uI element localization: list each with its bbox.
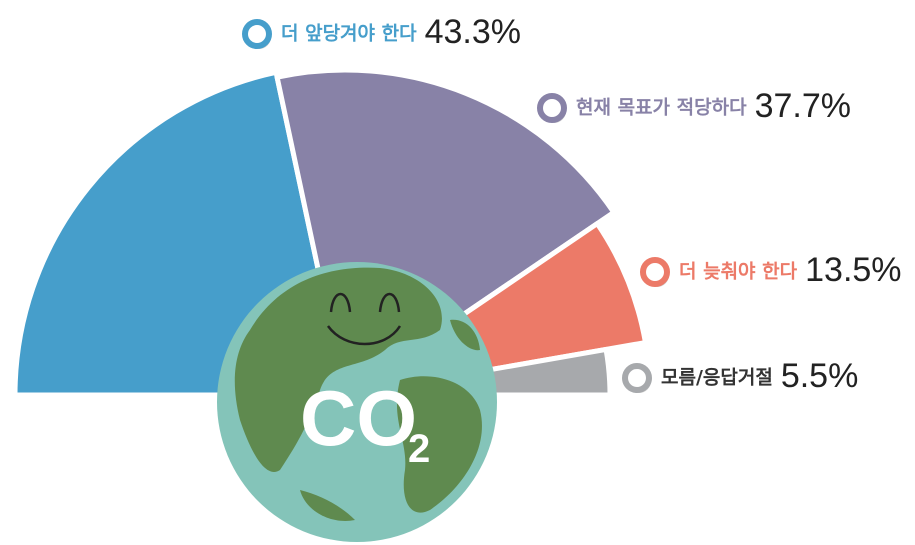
legend-marker bbox=[640, 257, 670, 287]
co2-subscript: 2 bbox=[408, 427, 430, 471]
legend-label: 더 앞당겨야 한다 bbox=[281, 23, 417, 45]
legend-marker bbox=[537, 93, 567, 123]
co2-text: CO bbox=[300, 374, 417, 462]
legend-marker bbox=[622, 363, 652, 393]
value-label: 13.5% bbox=[805, 251, 901, 289]
earth-illustration: CO 2 bbox=[217, 262, 497, 542]
legend-label: 더 늦춰야 한다 bbox=[679, 261, 798, 283]
value-label: 5.5% bbox=[781, 357, 859, 395]
legend-marker bbox=[242, 19, 272, 49]
value-label: 37.7% bbox=[755, 87, 851, 125]
legend-label: 현재 목표가 적당하다 bbox=[576, 97, 747, 119]
value-label: 43.3% bbox=[425, 13, 521, 51]
legend-label: 모름/응답거절 bbox=[661, 367, 773, 389]
